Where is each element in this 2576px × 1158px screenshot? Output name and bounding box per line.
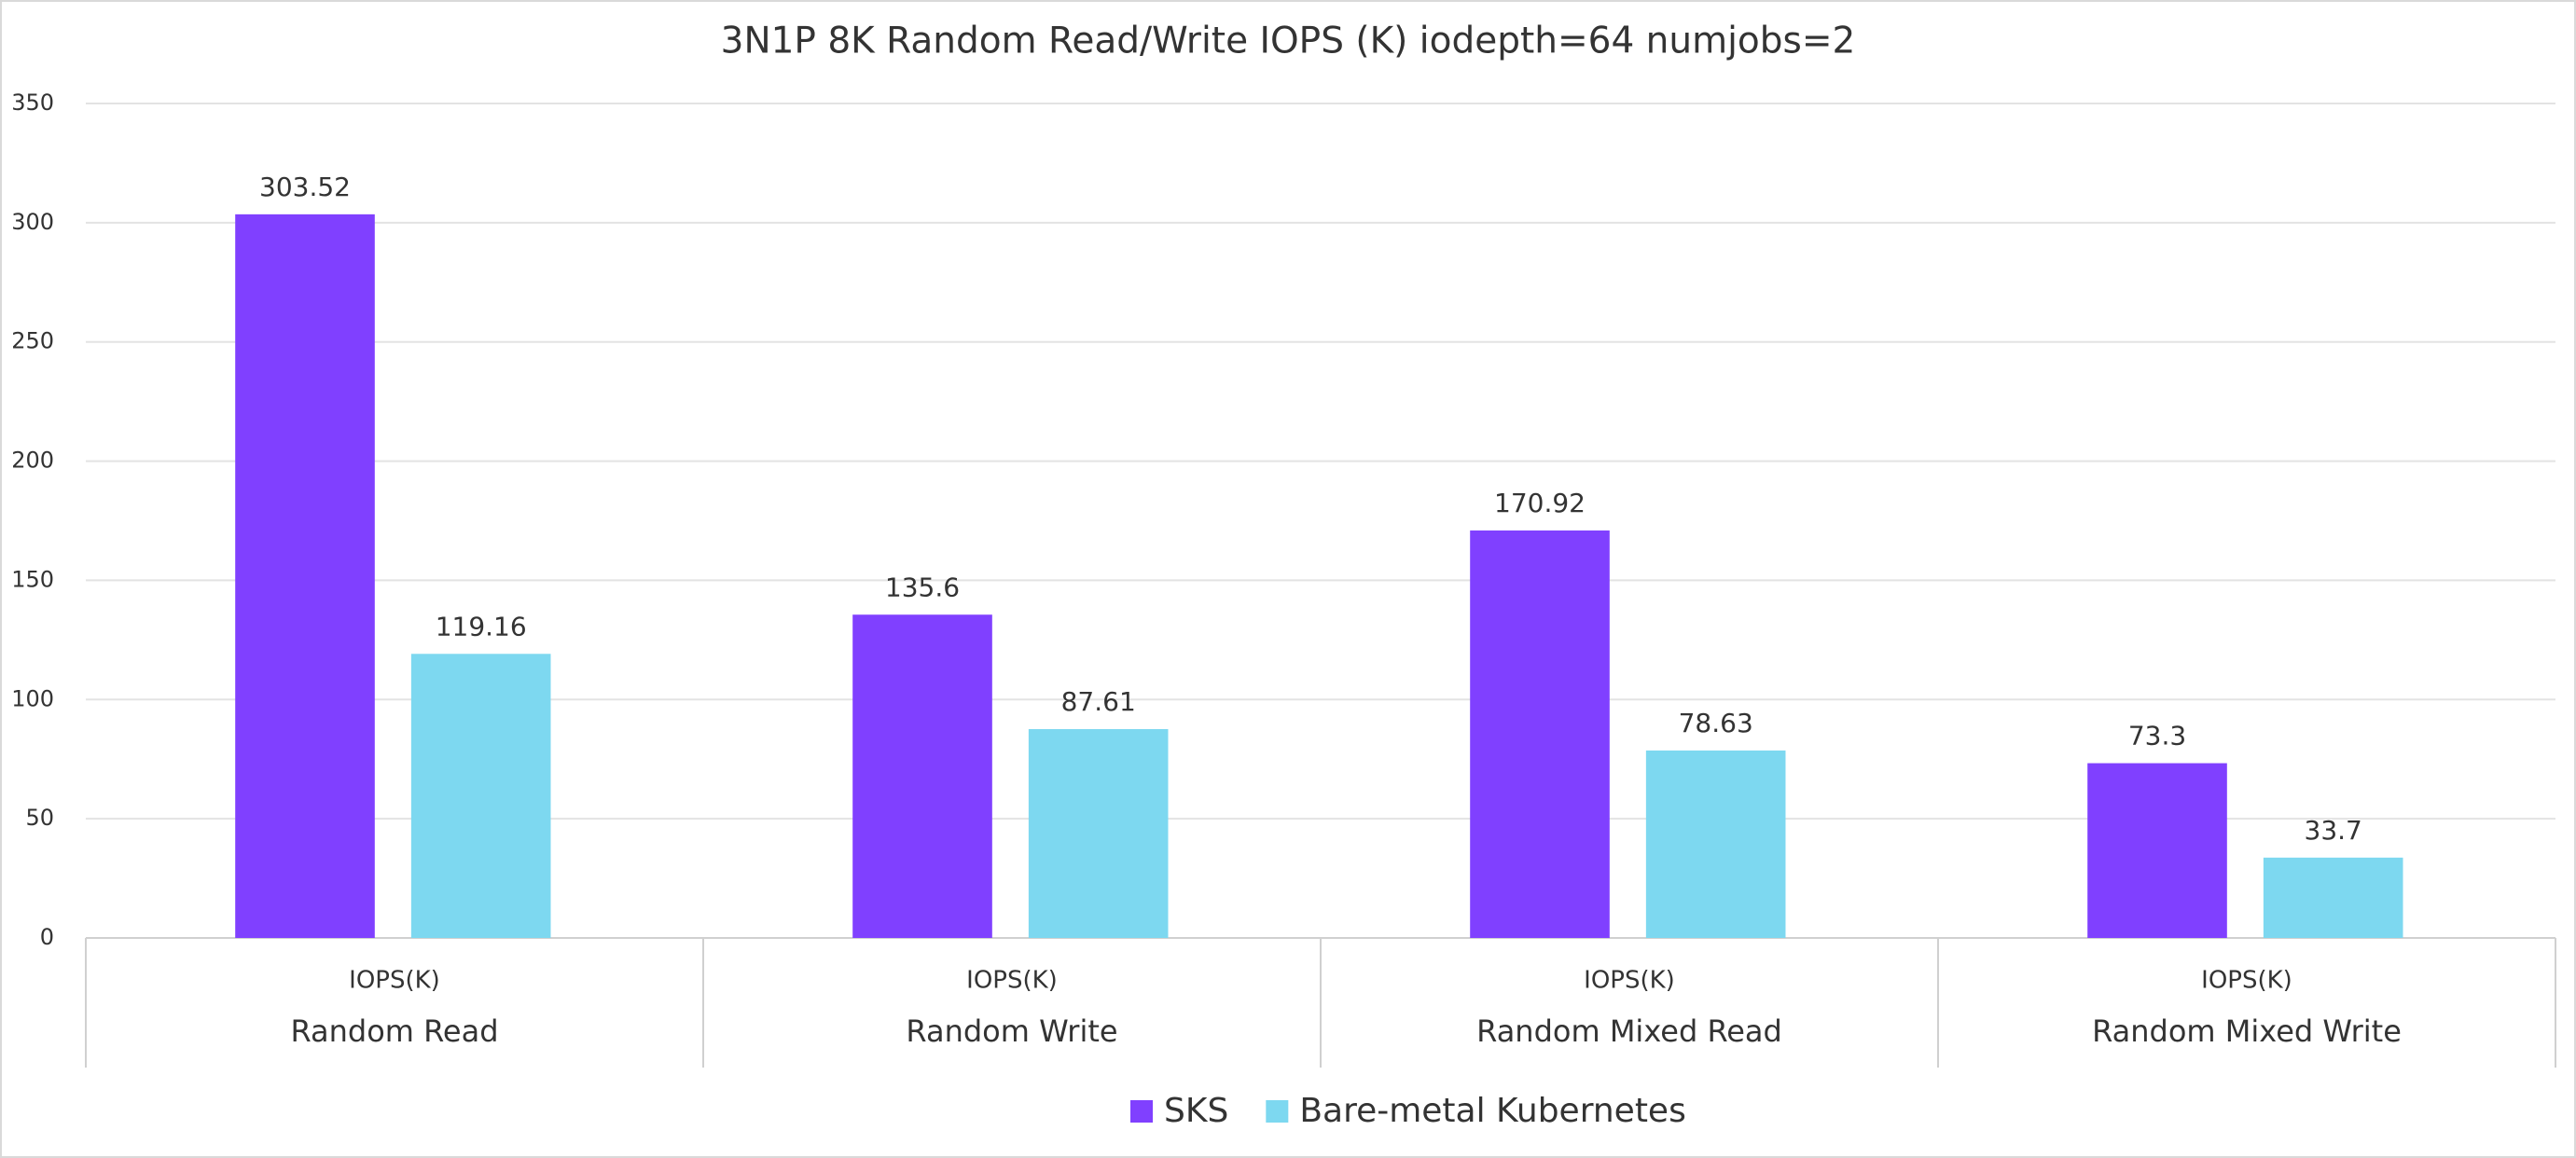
y-tick-label: 150 [11,566,54,592]
data-label: 303.52 [259,172,351,202]
legend-swatch [1266,1100,1289,1123]
y-tick-label: 100 [11,685,54,711]
y-tick-label: 300 [11,209,54,235]
bar [2087,763,2227,938]
x-tick-label: Random Mixed Write [2092,1013,2402,1049]
data-label: 73.3 [2128,721,2186,751]
y-tick-label: 0 [40,924,54,950]
data-label: 78.63 [1679,708,1753,738]
x-sub-label: IOPS(K) [349,967,440,995]
chart-title: 3N1P 8K Random Read/Write IOPS (K) iodep… [721,21,1856,62]
data-label: 119.16 [436,611,527,641]
bar [1470,530,1610,938]
legend-swatch [1130,1100,1153,1123]
x-sub-label: IOPS(K) [1584,967,1675,995]
data-label: 33.7 [2305,815,2362,846]
y-tick-label: 200 [11,448,54,474]
x-tick-label: Random Read [290,1013,498,1049]
y-tick-label: 250 [11,328,54,354]
legend-label: SKS [1164,1092,1228,1130]
data-label: 87.61 [1061,686,1136,717]
y-tick-label: 50 [25,805,54,831]
bar [852,614,992,938]
bar [235,214,375,938]
x-tick-label: Random Write [906,1013,1117,1049]
data-label: 135.6 [885,572,960,602]
legend-label: Bare-metal Kubernetes [1299,1092,1686,1130]
bar [410,654,551,938]
data-label: 170.92 [1494,488,1586,518]
y-tick-label: 350 [11,90,54,116]
x-sub-label: IOPS(K) [966,967,1058,995]
bar [1028,728,1169,938]
bar [1645,750,1786,938]
x-sub-label: IOPS(K) [2201,967,2292,995]
bar [2263,857,2403,938]
x-tick-label: Random Mixed Read [1476,1013,1782,1049]
